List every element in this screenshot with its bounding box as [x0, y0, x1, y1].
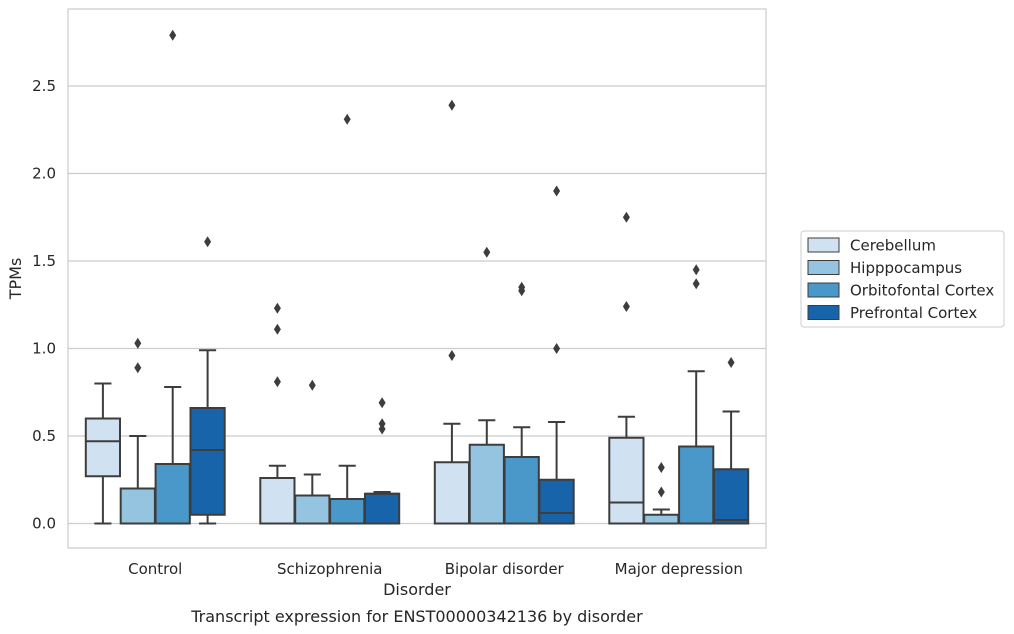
box-body — [363, 492, 401, 525]
outlier-point — [553, 185, 561, 197]
box-orbitofontal-cortex — [329, 113, 366, 525]
legend-label: Orbitofontal Cortex — [850, 282, 994, 300]
outlier-point — [553, 343, 561, 354]
legend-frame — [800, 230, 1005, 328]
outlier-point — [657, 462, 665, 473]
outlier-point — [134, 362, 142, 374]
box-body — [538, 478, 575, 525]
box-orbitofontal-cortex — [154, 29, 191, 525]
box-hipppocampus — [468, 246, 505, 525]
box-cerebellum — [259, 302, 296, 525]
box-body — [712, 468, 750, 525]
outlier-point — [483, 246, 491, 258]
x-category-label: Major depression — [615, 560, 743, 578]
box-prefrontal-cortex — [538, 185, 575, 525]
plot-frame — [67, 8, 767, 549]
box-cerebellum — [608, 211, 645, 525]
box-body — [329, 498, 366, 525]
boxes — [84, 29, 750, 525]
outlier-point — [378, 423, 386, 435]
legend-swatch — [807, 237, 840, 253]
outlier-point — [692, 264, 700, 276]
box-cerebellum — [84, 382, 122, 525]
box-body — [433, 461, 471, 525]
x-category-label: Control — [128, 560, 182, 578]
legend-label: Prefrontal Cortex — [850, 304, 977, 322]
chart-caption: Transcript expression for ENST0000034213… — [190, 607, 643, 626]
outlier-point — [343, 113, 351, 125]
box-body — [608, 436, 645, 525]
box-body — [119, 487, 156, 525]
box-hipppocampus — [643, 462, 680, 525]
box-body — [503, 456, 540, 525]
outlier-point — [273, 323, 281, 335]
box-hipppocampus — [119, 337, 156, 525]
outlier-point — [622, 211, 630, 223]
y-axis-label: TPMs — [6, 258, 25, 301]
y-tick-label: 0.0 — [32, 515, 56, 533]
legend-swatch — [807, 282, 840, 298]
outlier-point — [308, 379, 316, 391]
y-tick-labels: 0.0 0.5 1.0 1.5 2.0 2.5 — [32, 77, 56, 533]
box-prefrontal-cortex — [189, 236, 226, 525]
y-tick-label: 1.0 — [32, 340, 56, 358]
outlier-point — [273, 376, 281, 388]
box-hipppocampus — [294, 379, 331, 525]
box-body — [259, 477, 296, 525]
legend: Cerebellum Hipppocampus Orbitofontal Corte… — [800, 230, 1005, 328]
box-body — [84, 417, 122, 478]
y-tick-label: 0.5 — [32, 427, 56, 445]
outlier-point — [448, 350, 456, 361]
y-tick-label: 2.5 — [32, 77, 56, 95]
box-prefrontal-cortex — [363, 397, 401, 525]
y-tick-label: 2.0 — [32, 165, 56, 183]
legend-label: Cerebellum — [850, 237, 936, 255]
outlier-point — [692, 278, 700, 290]
box-orbitofontal-cortex — [678, 264, 715, 525]
outlier-point — [169, 29, 177, 41]
legend-swatch — [807, 260, 840, 275]
box-cerebellum — [433, 99, 471, 525]
x-category-labels: Control Schizophrenia Bipolar disorder Majo… — [128, 560, 743, 578]
box-body — [468, 443, 505, 525]
outlier-point — [204, 236, 212, 248]
box-body — [154, 463, 191, 525]
outlier-point — [378, 397, 386, 409]
outlier-point — [273, 302, 281, 314]
legend-label: Hipppocampus — [850, 259, 962, 277]
outlier-point — [448, 99, 456, 111]
outlier-point — [622, 301, 630, 312]
box-orbitofontal-cortex — [503, 281, 540, 525]
legend-swatch — [807, 305, 840, 320]
outlier-point — [657, 486, 665, 498]
box-prefrontal-cortex — [712, 357, 750, 525]
x-axis-label: Disorder — [383, 580, 451, 599]
x-category-label: Bipolar disorder — [445, 560, 565, 578]
box-body — [678, 445, 715, 525]
outlier-point — [518, 285, 526, 297]
box-body — [189, 407, 226, 516]
outlier-point — [727, 357, 735, 368]
box-body — [643, 513, 680, 525]
outlier-point — [134, 337, 142, 349]
y-tick-label: 1.5 — [32, 252, 56, 270]
box-body — [294, 494, 331, 525]
x-category-label: Schizophrenia — [277, 560, 382, 578]
